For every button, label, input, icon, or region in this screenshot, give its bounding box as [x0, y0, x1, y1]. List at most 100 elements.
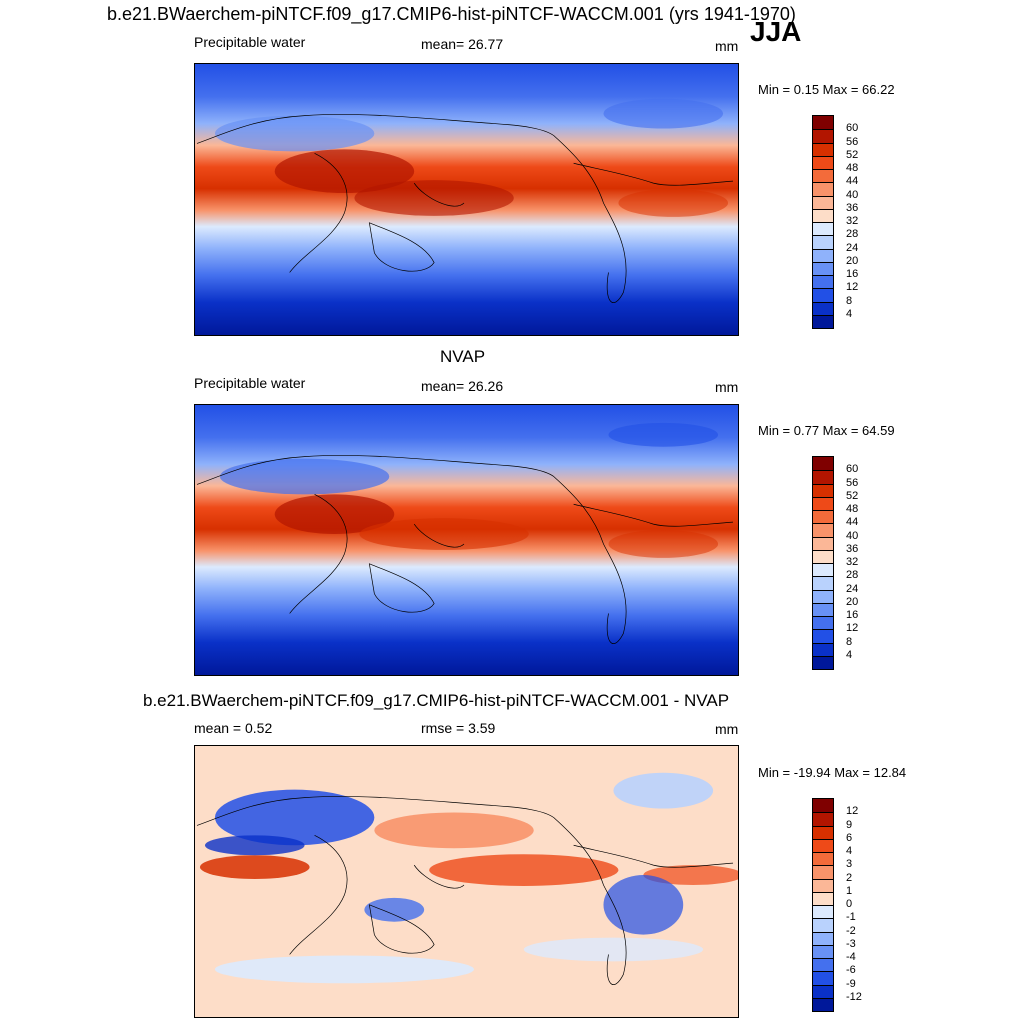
panel1-map [194, 63, 739, 336]
panel3-colorbar-segment [813, 891, 833, 905]
panel3-colorbar-tick-label: 9 [846, 818, 853, 831]
panel3-colorbar-tick-label: -2 [846, 924, 856, 937]
panel1-colorbar-segment [813, 222, 833, 236]
panel3-mean-label: mean = 0.52 [194, 720, 273, 736]
panel1-colorbar-tick-label: 44 [846, 175, 859, 188]
panel2-colorbar-tick-label: 24 [846, 582, 859, 595]
panel3-colorbar-segment [813, 997, 833, 1011]
panel2-colorbar-segment [813, 629, 833, 643]
panel2-colorbar-segment [813, 589, 833, 603]
panel1-colorbar-tick-label: 20 [846, 254, 859, 267]
panel2-colorbar-segment [813, 496, 833, 510]
panel3-map [194, 745, 739, 1018]
panel1-colorbar-segment [813, 195, 833, 209]
panel2-colorbar-segment [813, 510, 833, 524]
panel2-colorbar-tick-label: 36 [846, 542, 859, 555]
panel1-colorbar-segment [813, 288, 833, 302]
panel3-colorbar-segment [813, 838, 833, 852]
panel2-colorbar-segment [813, 576, 833, 590]
panel1-colorbar-tick-label: 12 [846, 281, 859, 294]
panel3-colorbar-segment [813, 799, 833, 813]
panel2-colorbar-tick-label: 8 [846, 635, 853, 648]
panel2-colorbar-segment [813, 549, 833, 563]
panel3-colorbar-segment [813, 958, 833, 972]
panel2-colorbar-segment [813, 602, 833, 616]
panel3-colorbar [812, 798, 834, 1012]
panel1-colorbar-segment [813, 142, 833, 156]
panel2-variable-label: Precipitable water [194, 375, 306, 391]
panel3-rmse-label: rmse = 3.59 [421, 720, 496, 736]
panel3-colorbar-tick-label: 1 [846, 884, 853, 897]
panel2-colorbar [812, 456, 834, 670]
panel2-colorbar-segment [813, 616, 833, 630]
panel1-mean-label: mean= 26.77 [421, 36, 504, 52]
panel1-map-svg [195, 64, 738, 335]
panel2-colorbar-tick-label: 52 [846, 489, 859, 502]
panel1-colorbar-segment [813, 261, 833, 275]
panel1-colorbar-segment [813, 182, 833, 196]
panel1-colorbar [812, 115, 834, 329]
panel1-colorbar-tick-label: 24 [846, 241, 859, 254]
panel3-colorbar-tick-label: 0 [846, 898, 853, 910]
panel3-colorbar-tick-label: 3 [846, 858, 853, 871]
panel3-colorbar-segment [813, 825, 833, 839]
panel1-colorbar-tick-label: 4 [846, 307, 853, 320]
panel2-colorbar-tick-label: 40 [846, 529, 859, 542]
panel2-colorbar-segment [813, 483, 833, 497]
panel2-colorbar-tick-label: 12 [846, 622, 859, 635]
panel2-mean-label: mean= 26.26 [421, 378, 504, 394]
panel3-colorbar-segment [813, 852, 833, 866]
panel1-colorbar-segment [813, 116, 833, 130]
panel3-minmax-label: Min = -19.94 Max = 12.84 [758, 765, 907, 780]
panel1-colorbar-segment [813, 169, 833, 183]
panel1-colorbar-segment [813, 129, 833, 143]
panel1-colorbar-tick-label: 60 [846, 122, 859, 135]
panel2-colorbar-tick-label: 4 [846, 648, 853, 661]
panel1-colorbar-segment [813, 301, 833, 315]
panel1-colorbar-tick-label: 36 [846, 201, 859, 214]
panel3-colorbar-tick-label: 6 [846, 831, 853, 844]
panel3-map-svg [195, 746, 738, 1017]
panel3-colorbar-segment [813, 984, 833, 998]
panel3-colorbar-segment [813, 931, 833, 945]
panel2-colorbar-tick-label: 20 [846, 595, 859, 608]
panel1-colorbar-segment [813, 208, 833, 222]
panel2-colorbar-tick-label: 16 [846, 609, 859, 621]
panel1-colorbar-tick-label: 52 [846, 148, 859, 161]
panel3-colorbar-tick-label: 4 [846, 845, 853, 857]
panel3-colorbar-tick-label: -3 [846, 937, 856, 950]
panel1-colorbar-tick-label: 8 [846, 294, 853, 307]
panel2-colorbar-segment [813, 470, 833, 484]
panel1-colorbar-tick-label: 28 [846, 228, 859, 241]
panel3-colorbar-tick-label: 2 [846, 871, 853, 884]
panel3-colorbar-segment [813, 905, 833, 919]
panel2-colorbar-tick-label: 28 [846, 569, 859, 582]
panel1-colorbar-tick-label: 56 [846, 135, 859, 148]
figure-title: b.e21.BWaerchem-piNTCF.f09_g17.CMIP6-his… [107, 4, 796, 24]
panel2-colorbar-tick-label: 56 [846, 476, 859, 489]
panel1-minmax-label: Min = 0.15 Max = 66.22 [758, 82, 895, 97]
panel1-units-label: mm [715, 38, 739, 54]
panel3-colorbar-tick-label: 12 [846, 805, 859, 818]
panel1-colorbar-segment [813, 248, 833, 262]
panel1-colorbar-tick-label: 40 [846, 188, 859, 201]
panel1-colorbar-segment [813, 155, 833, 169]
panel1-variable-label: Precipitable water [194, 34, 306, 50]
panel1-colorbar-segment [813, 235, 833, 249]
panel3-colorbar-tick-label: -4 [846, 951, 856, 963]
panel3-colorbar-tick-label: -12 [846, 990, 862, 1003]
panel3-units-label: mm [715, 721, 739, 737]
panel2-colorbar-segment [813, 563, 833, 577]
panel2-colorbar-segment [813, 523, 833, 537]
panel3-colorbar-tick-label: -9 [846, 977, 856, 990]
panel2-colorbar-tick-label: 32 [846, 556, 859, 568]
panel2-colorbar-segment [813, 536, 833, 550]
panel3-colorbar-segment [813, 918, 833, 932]
panel3-colorbar-tick-label: -1 [846, 911, 856, 924]
panel2-colorbar-tick-label: 60 [846, 463, 859, 476]
panel3-colorbar-segment [813, 944, 833, 958]
panel2-units-label: mm [715, 379, 739, 395]
panel2-colorbar-segment [813, 655, 833, 669]
panel3-colorbar-segment [813, 865, 833, 879]
panel2-colorbar-segment [813, 642, 833, 656]
